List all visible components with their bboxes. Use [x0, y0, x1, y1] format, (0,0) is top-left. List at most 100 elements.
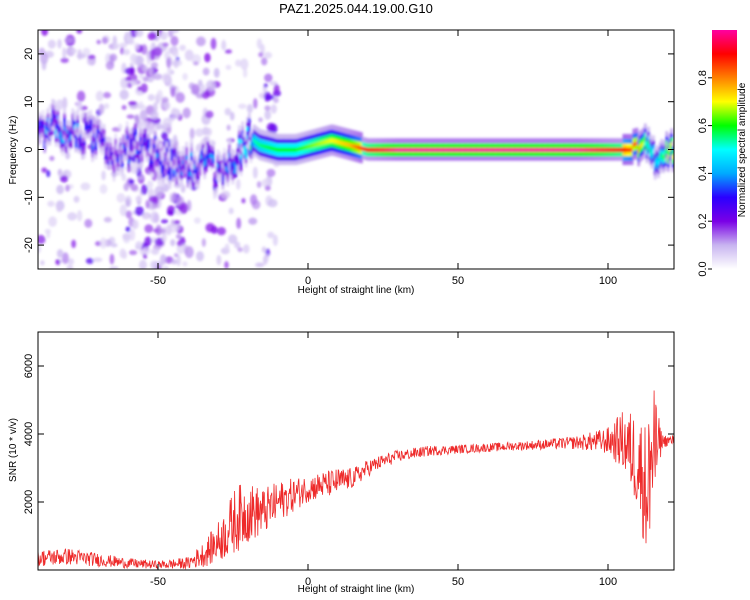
spectrogram-cell [119, 89, 129, 100]
spectrogram-cell [139, 136, 142, 142]
spectrogram-cell [416, 151, 419, 157]
spectrogram-cell [576, 155, 579, 161]
spectrogram-cell [597, 151, 601, 157]
spectrogram-cell [178, 172, 182, 178]
spectrogram-cell [66, 128, 70, 134]
spectrogram-cell [393, 142, 396, 148]
spectrogram-cell [317, 132, 320, 138]
spectrogram-cell [62, 252, 69, 265]
spectrogram-cell [264, 73, 273, 83]
spectrogram-cell [205, 80, 216, 92]
spectrogram-cell [228, 234, 238, 244]
spectrogram-cell [467, 151, 471, 157]
spectrogram-cell [520, 151, 523, 157]
spectrogram-cell [253, 98, 258, 109]
spectrogram-cell [152, 46, 163, 57]
spectrogram-cell [355, 139, 358, 145]
spectrogram-cell [78, 144, 81, 150]
spectrogram-cell [158, 147, 162, 153]
spectrogram-cell [151, 203, 159, 209]
spectrogram-cell [408, 138, 411, 144]
spectrogram-cell [559, 146, 563, 153]
spectrogram-cell [282, 151, 286, 157]
spectrogram-cell [295, 142, 299, 148]
spectrogram-cell [96, 39, 101, 45]
spectrogram-cell [568, 138, 571, 144]
spectrogram-cell [259, 150, 263, 157]
spectrogram-cell [274, 137, 277, 143]
spectrogram-cell [228, 139, 231, 145]
spectrogram-cell [251, 140, 254, 146]
spectrogram-cell [658, 154, 662, 161]
spectrogram-cell [244, 158, 248, 164]
spectrogram-cell [106, 141, 109, 147]
spectrogram-cell [368, 138, 372, 144]
spectrogram-cell [197, 79, 203, 87]
spectrogram-cell [309, 134, 312, 140]
spectrogram-cell [210, 152, 213, 158]
spectrogram-cell [665, 135, 669, 141]
spectrogram-cell [408, 142, 411, 148]
spectrogram-cell [50, 113, 53, 119]
spectrogram-cell [449, 151, 452, 157]
spectrogram-cell [238, 151, 241, 157]
spectrogram-cell [479, 151, 482, 157]
spectrogram-cell [617, 138, 621, 144]
spectrogram-cell [668, 137, 672, 144]
spectrogram-cell [205, 166, 208, 172]
spectrogram-cell [469, 146, 472, 153]
spectrogram-cell [429, 138, 433, 144]
spectrogram-cell [647, 139, 650, 145]
spectrogram-cell [305, 131, 309, 137]
spectrogram-cell [431, 142, 434, 148]
spectrogram-cell [142, 149, 145, 155]
spectrogram-cell [58, 141, 61, 147]
spectrogram-cell [541, 151, 545, 157]
spectrogram-cell [454, 138, 457, 144]
spectrogram-cell [215, 182, 218, 189]
spectrogram-cell [71, 125, 75, 131]
spectrogram-cell [596, 138, 599, 144]
spectrogram-cell [167, 178, 170, 184]
spectrogram-cell [642, 140, 645, 146]
spectrogram-cell [193, 176, 197, 183]
spectrogram-cell [272, 132, 276, 139]
spectrogram-cell [180, 174, 183, 180]
spectrogram-cell [182, 163, 185, 169]
spectrogram-cell [549, 138, 553, 144]
spectrogram-cell [251, 149, 254, 155]
spectrogram-cell [290, 155, 294, 161]
spectrogram-cell [490, 155, 494, 161]
spectrogram-cell [622, 133, 626, 140]
spectrogram-cell [218, 173, 221, 179]
spectrogram-cell [226, 172, 230, 178]
spectrogram-cell [609, 151, 612, 157]
spectrogram-cell [281, 146, 284, 153]
spectrogram-cell [257, 154, 261, 160]
spectrogram-cell [147, 150, 150, 156]
spectrogram-cell [338, 126, 342, 132]
spectrogram-cell [444, 155, 447, 161]
spectrogram-cell [266, 131, 269, 137]
spectrogram-cell [218, 151, 221, 157]
spectrogram-cell [51, 107, 55, 113]
snr-y-tick-label: 6000 [23, 354, 35, 378]
spectrogram-cell [482, 155, 485, 161]
spectrogram-cell [540, 142, 543, 148]
spectrogram-cell [274, 133, 277, 139]
spectrogram-cell [384, 138, 388, 144]
spectrogram-cell [513, 138, 517, 144]
spectrogram-cell [155, 140, 159, 146]
spectrogram-cell [358, 144, 362, 150]
spectrogram-cell [48, 131, 51, 137]
spectrogram-cell [611, 142, 614, 148]
spectrogram-cell [285, 142, 289, 148]
spectrogram-cell [266, 139, 269, 145]
spectrogram-cell [317, 128, 320, 134]
spectrogram-cell [574, 146, 578, 153]
spectrogram-cell [285, 133, 289, 140]
spectrogram-cell [71, 48, 77, 54]
spectrogram-cell [493, 155, 497, 161]
spectrogram-cell [96, 128, 99, 134]
spectrogram-cell [73, 132, 76, 138]
